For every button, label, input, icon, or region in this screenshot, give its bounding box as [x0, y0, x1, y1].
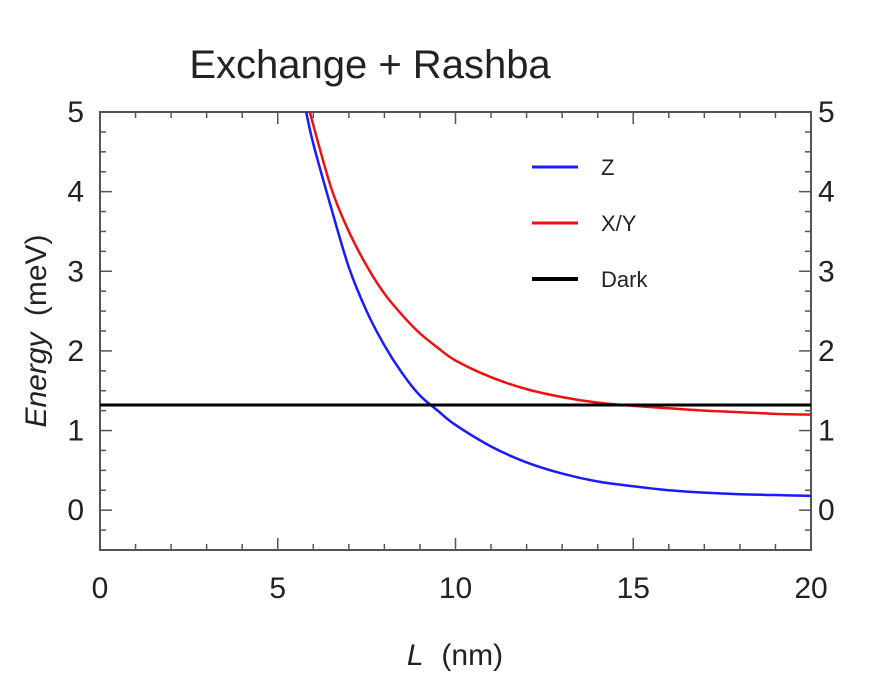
y-tick-label: 3 [67, 255, 84, 288]
x-tick-label: 15 [617, 572, 650, 605]
y-tick-label-right: 5 [818, 96, 835, 129]
series-layer [100, 112, 811, 498]
y-tick-label-right: 0 [818, 494, 835, 527]
series-line-z [304, 112, 811, 498]
y-tick-label: 5 [67, 96, 84, 129]
legend-label-z: Z [601, 155, 614, 180]
y-axis-ticks: 0 0 1 1 2 2 3 3 4 4 5 5 [67, 96, 835, 551]
x-tick-label: 5 [269, 572, 286, 605]
y-axis-unit: (meV) [20, 234, 53, 316]
legend-label-dark: Dark [601, 267, 648, 292]
plot-frame [99, 111, 812, 551]
legend: Z X/Y Dark [532, 155, 648, 292]
series-line-x-y [308, 112, 811, 416]
x-tick-label: 0 [92, 572, 109, 605]
y-tick-label: 4 [67, 176, 84, 209]
chart-title: Exchange + Rashba [189, 43, 551, 87]
legend-label-x-y: X/Y [601, 211, 637, 236]
y-axis-variable: Energy [20, 330, 53, 427]
y-tick-label-right: 1 [818, 415, 835, 448]
y-tick-label-right: 3 [818, 255, 835, 288]
y-axis-title: Energy (meV) [20, 234, 53, 427]
y-tick-label-right: 4 [818, 176, 835, 209]
x-axis-variable: L [407, 639, 423, 672]
x-tick-label: 20 [794, 572, 827, 605]
x-axis-title: L (nm) [407, 639, 503, 672]
y-tick-label: 0 [67, 494, 84, 527]
y-tick-label-right: 2 [818, 335, 835, 368]
y-tick-label: 2 [67, 335, 84, 368]
x-axis-ticks: 0 5 10 15 20 [92, 112, 828, 605]
y-tick-label: 1 [67, 415, 84, 448]
x-tick-label: 10 [439, 572, 472, 605]
x-axis-unit: (nm) [441, 639, 503, 672]
